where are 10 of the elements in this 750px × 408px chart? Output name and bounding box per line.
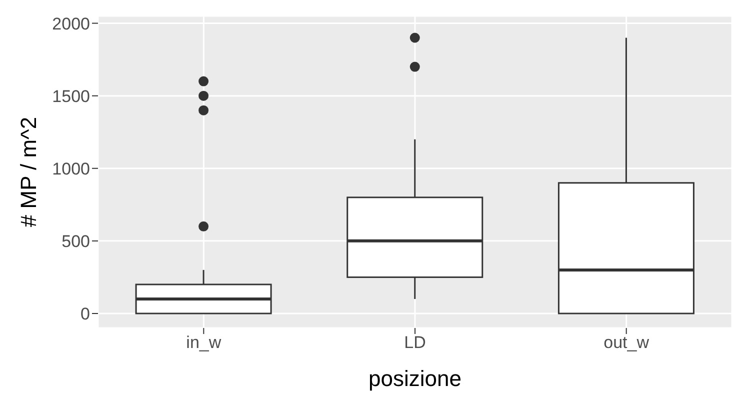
y-axis-title: # MP / m^2 bbox=[16, 116, 41, 228]
y-tick-label: 2000 bbox=[52, 14, 90, 34]
x-tick-label: in_w bbox=[186, 333, 222, 352]
y-tick-label: 0 bbox=[80, 304, 90, 324]
x-axis-title: posizione bbox=[368, 366, 462, 391]
y-tick-label: 500 bbox=[62, 232, 90, 251]
x-tick-label: LD bbox=[404, 333, 426, 352]
y-tick-label: 1000 bbox=[52, 159, 90, 178]
x-tick-label: out_w bbox=[604, 333, 650, 352]
y-tick-label: 1500 bbox=[52, 86, 90, 106]
